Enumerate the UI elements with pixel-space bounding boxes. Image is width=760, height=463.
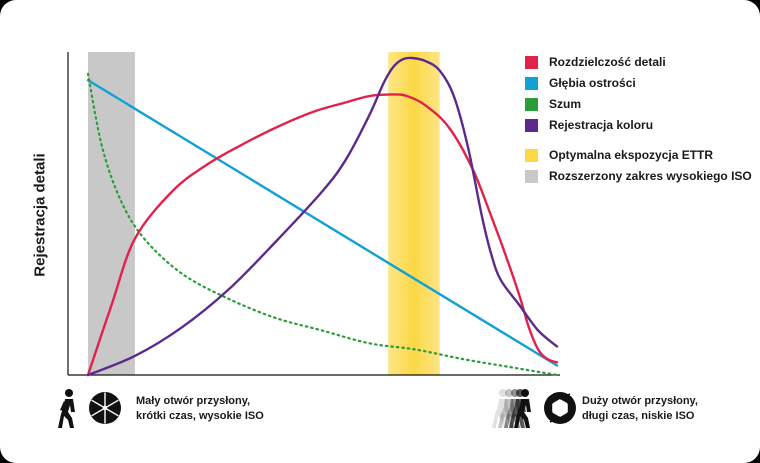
left-caption: Mały otwór przysłony, krótki czas, wysok… [136, 395, 264, 422]
motion-blur-walking-person-icon [492, 389, 531, 428]
legend-label: Szum [549, 97, 582, 111]
series-layer [86, 56, 559, 377]
legend-label: Rejestracja koloru [549, 118, 654, 132]
legend-label: Głębia ostrości [549, 76, 636, 90]
legend-label: Optymalna ekspozycja ETTR [549, 148, 714, 162]
legend-swatch [525, 119, 538, 132]
aperture-small-icon [89, 392, 121, 424]
legend-label: Rozdzielczość detali [549, 55, 666, 69]
legend-swatch [525, 77, 538, 90]
band-rozszerzony-zakres-wysokiego-iso [88, 52, 135, 375]
aperture-wide-icon [544, 392, 576, 424]
legend-swatch [525, 149, 538, 162]
legend-swatch [525, 170, 538, 183]
bands-layer [88, 52, 440, 375]
walking-person-icon [58, 389, 75, 428]
right-caption: Duży otwór przysłony, długi czas, niskie… [582, 395, 698, 422]
series-line-szum [86, 72, 559, 377]
legend-swatch [525, 98, 538, 111]
legend-label: Rozszerzony zakres wysokiego ISO [549, 169, 752, 183]
axes-layer [67, 52, 560, 376]
series-line-glebia-ostrosci [86, 78, 559, 367]
band-optymalna-ekspozycja-ettr [388, 52, 440, 375]
legend-swatch [525, 56, 538, 69]
series-line-rejestracja-koloru [86, 56, 559, 377]
